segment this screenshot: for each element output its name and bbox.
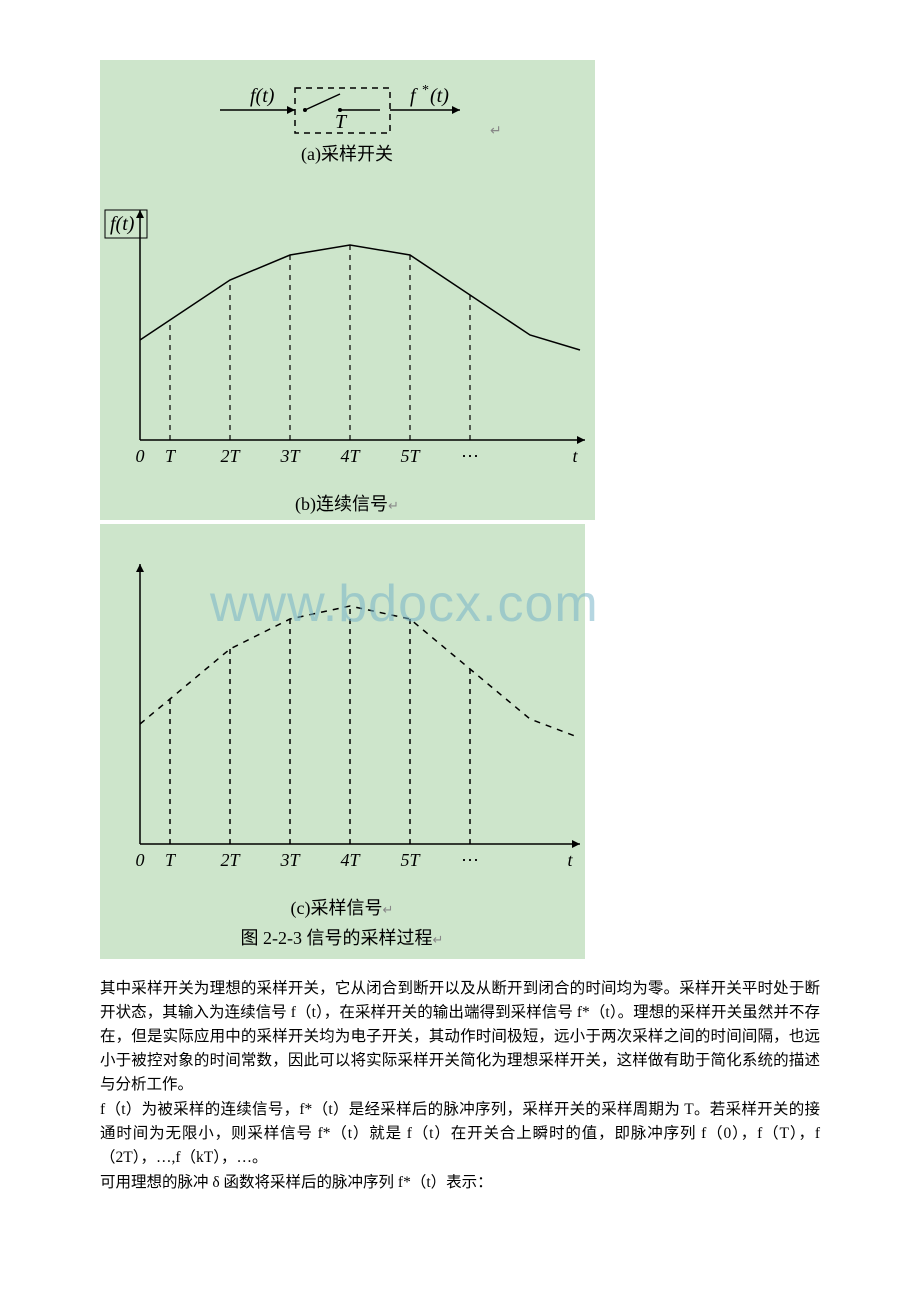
paragraph-1: 其中采样开关为理想的采样开关，它从闭合到断开以及从断开到闭合的时间均为零。采样开… bbox=[100, 977, 820, 1097]
caption-b: (b)连续信号↵ bbox=[295, 494, 399, 515]
svg-text:2T: 2T bbox=[220, 446, 241, 466]
svg-text:f: f bbox=[410, 85, 418, 107]
figure-block-a: f(t) T f * (t) ↵ bbox=[100, 60, 820, 959]
svg-text:4T: 4T bbox=[340, 850, 361, 870]
label-t-c: t bbox=[567, 850, 573, 870]
label-t: t bbox=[572, 446, 578, 466]
label-T: T bbox=[335, 111, 348, 133]
svg-text:⋯: ⋯ bbox=[461, 850, 479, 870]
body-text: 其中采样开关为理想的采样开关，它从闭合到断开以及从断开到闭合的时间均为零。采样开… bbox=[100, 977, 820, 1195]
svg-text:↵: ↵ bbox=[490, 124, 502, 139]
label-ft: f(t) bbox=[110, 213, 135, 235]
figure-panel-c: www.bdocx.com bbox=[100, 524, 585, 959]
document-page: f(t) T f * (t) ↵ bbox=[0, 0, 920, 1236]
svg-text:5T: 5T bbox=[400, 446, 421, 466]
caption-a: (a)采样开关 bbox=[301, 144, 393, 165]
caption-main: 图 2-2-3 信号的采样过程↵ bbox=[241, 928, 444, 948]
caption-c: (c)采样信号↵ bbox=[291, 898, 394, 919]
svg-text:*: * bbox=[422, 83, 429, 98]
figure-panel-ab: f(t) T f * (t) ↵ bbox=[100, 60, 595, 520]
svg-text:3T: 3T bbox=[279, 850, 301, 870]
svg-text:5T: 5T bbox=[400, 850, 421, 870]
label-fin: f(t) bbox=[250, 85, 275, 107]
svg-text:⋯: ⋯ bbox=[461, 446, 479, 466]
svg-text:4T: 4T bbox=[340, 446, 361, 466]
svg-text:0: 0 bbox=[136, 446, 145, 466]
svg-text:(t): (t) bbox=[430, 85, 449, 107]
svg-text:T: T bbox=[165, 850, 177, 870]
svg-text:T: T bbox=[165, 446, 177, 466]
figure-ab-svg: f(t) T f * (t) ↵ bbox=[100, 60, 595, 520]
paragraph-2: f（t）为被采样的连续信号，f*（t）是经采样后的脉冲序列，采样开关的采样周期为… bbox=[100, 1098, 820, 1170]
svg-text:3T: 3T bbox=[279, 446, 301, 466]
svg-text:0: 0 bbox=[136, 850, 145, 870]
paragraph-3: 可用理想的脉冲 δ 函数将采样后的脉冲序列 f*（t）表示： bbox=[100, 1171, 820, 1195]
figure-c-svg: 0 T 2T 3T 4T 5T ⋯ t (c)采样信号↵ 图 2-2-3 信号的… bbox=[100, 524, 585, 959]
svg-text:2T: 2T bbox=[220, 850, 241, 870]
